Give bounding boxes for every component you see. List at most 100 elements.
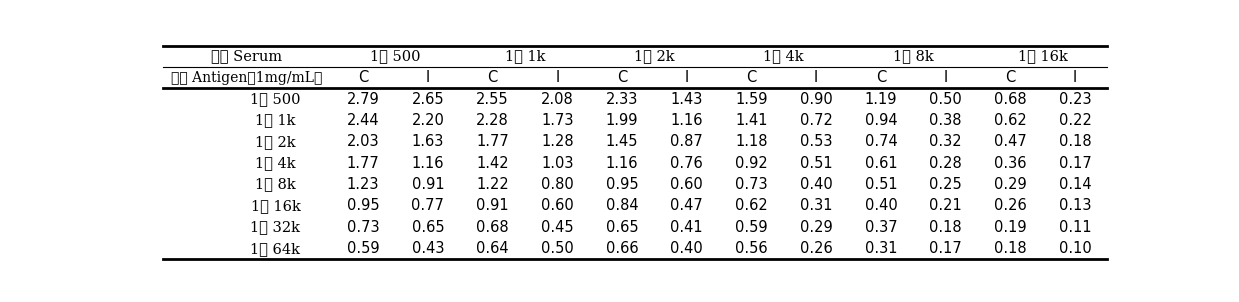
- Text: 2.28: 2.28: [476, 113, 509, 128]
- Text: 0.40: 0.40: [670, 241, 703, 256]
- Text: 1： 32k: 1： 32k: [250, 220, 300, 234]
- Text: 1： 64k: 1： 64k: [250, 242, 300, 256]
- Text: 0.65: 0.65: [411, 220, 444, 235]
- Text: 1.63: 1.63: [411, 134, 444, 149]
- Text: 1.16: 1.16: [670, 113, 703, 128]
- Text: 1： 1k: 1： 1k: [504, 49, 545, 63]
- Text: 1： 4k: 1： 4k: [763, 49, 804, 63]
- Text: 1： 8k: 1： 8k: [893, 49, 934, 63]
- Text: 0.40: 0.40: [865, 198, 897, 214]
- Text: 2.55: 2.55: [476, 92, 509, 107]
- Text: C: C: [358, 70, 368, 85]
- Text: 0.22: 0.22: [1058, 113, 1092, 128]
- Text: 1.77: 1.77: [476, 134, 509, 149]
- Text: 1： 4k: 1： 4k: [255, 156, 296, 170]
- Text: 0.41: 0.41: [670, 220, 703, 235]
- Text: 0.18: 0.18: [1059, 134, 1092, 149]
- Text: 0.68: 0.68: [476, 220, 509, 235]
- Text: 1.16: 1.16: [606, 156, 638, 171]
- Text: I: I: [555, 70, 559, 85]
- Text: 1.73: 1.73: [541, 113, 574, 128]
- Text: 1.19: 1.19: [865, 92, 897, 107]
- Text: 0.51: 0.51: [800, 156, 833, 171]
- Text: 1.28: 1.28: [541, 134, 574, 149]
- Text: C: C: [1005, 70, 1016, 85]
- Text: 2.79: 2.79: [347, 92, 379, 107]
- Text: 1： 16k: 1： 16k: [250, 199, 300, 213]
- Text: 1.23: 1.23: [347, 177, 379, 192]
- Text: 1.18: 1.18: [735, 134, 768, 149]
- Text: 0.18: 0.18: [994, 241, 1027, 256]
- Text: 1： 2k: 1： 2k: [255, 135, 296, 149]
- Text: 0.60: 0.60: [541, 198, 574, 214]
- Text: 0.64: 0.64: [476, 241, 509, 256]
- Text: I: I: [1073, 70, 1077, 85]
- Text: 0.66: 0.66: [606, 241, 638, 256]
- Text: 0.72: 0.72: [799, 113, 833, 128]
- Text: 0.26: 0.26: [800, 241, 833, 256]
- Text: 2.65: 2.65: [411, 92, 444, 107]
- Text: I: I: [685, 70, 689, 85]
- Text: 0.11: 0.11: [1059, 220, 1092, 235]
- Text: 0.74: 0.74: [865, 134, 897, 149]
- Text: 0.19: 0.19: [994, 220, 1027, 235]
- Text: 0.17: 0.17: [929, 241, 961, 256]
- Text: 1.42: 1.42: [476, 156, 509, 171]
- Text: 0.73: 0.73: [735, 177, 768, 192]
- Text: 1.99: 1.99: [606, 113, 638, 128]
- Text: 0.37: 0.37: [865, 220, 897, 235]
- Text: 1： 500: 1： 500: [250, 92, 301, 106]
- Text: C: C: [617, 70, 627, 85]
- Text: 0.60: 0.60: [670, 177, 703, 192]
- Text: I: I: [426, 70, 430, 85]
- Text: 0.92: 0.92: [735, 156, 768, 171]
- Text: 1： 500: 1： 500: [370, 49, 421, 63]
- Text: 1.03: 1.03: [541, 156, 574, 171]
- Text: 0.73: 0.73: [347, 220, 379, 235]
- Text: 0.62: 0.62: [994, 113, 1027, 128]
- Text: 0.65: 0.65: [606, 220, 638, 235]
- Text: 血清 Serum: 血清 Serum: [211, 49, 282, 63]
- Text: 0.84: 0.84: [606, 198, 638, 214]
- Text: 0.50: 0.50: [541, 241, 574, 256]
- Text: 0.21: 0.21: [929, 198, 961, 214]
- Text: 0.18: 0.18: [929, 220, 961, 235]
- Text: 0.31: 0.31: [800, 198, 833, 214]
- Text: I: I: [943, 70, 948, 85]
- Text: 1： 1k: 1： 1k: [255, 114, 296, 127]
- Text: 0.91: 0.91: [411, 177, 444, 192]
- Text: 0.40: 0.40: [800, 177, 833, 192]
- Text: 0.45: 0.45: [541, 220, 574, 235]
- Text: 0.17: 0.17: [1058, 156, 1092, 171]
- Text: 0.94: 0.94: [865, 113, 897, 128]
- Text: 0.56: 0.56: [735, 241, 768, 256]
- Text: 0.29: 0.29: [800, 220, 833, 235]
- Text: C: C: [876, 70, 886, 85]
- Text: 2.08: 2.08: [541, 92, 574, 107]
- Text: 1.41: 1.41: [735, 113, 768, 128]
- Text: 1： 2k: 1： 2k: [634, 49, 675, 63]
- Text: 0.26: 0.26: [994, 198, 1027, 214]
- Text: 0.62: 0.62: [735, 198, 768, 214]
- Text: 0.25: 0.25: [929, 177, 961, 192]
- Text: 1.59: 1.59: [735, 92, 768, 107]
- Text: 0.23: 0.23: [1059, 92, 1092, 107]
- Text: 0.68: 0.68: [994, 92, 1027, 107]
- Text: 0.29: 0.29: [994, 177, 1027, 192]
- Text: 0.31: 0.31: [865, 241, 897, 256]
- Text: 2.20: 2.20: [411, 113, 445, 128]
- Text: 0.47: 0.47: [994, 134, 1027, 149]
- Text: 0.51: 0.51: [865, 177, 897, 192]
- Text: 0.91: 0.91: [476, 198, 509, 214]
- Text: 0.13: 0.13: [1059, 198, 1092, 214]
- Text: 1.16: 1.16: [411, 156, 444, 171]
- Text: 0.53: 0.53: [800, 134, 833, 149]
- Text: 0.32: 0.32: [929, 134, 961, 149]
- Text: 0.95: 0.95: [347, 198, 379, 214]
- Text: 抗原 Antigen（1mg/mL）: 抗原 Antigen（1mg/mL）: [171, 71, 322, 85]
- Text: 1.45: 1.45: [606, 134, 638, 149]
- Text: 0.87: 0.87: [670, 134, 703, 149]
- Text: 0.59: 0.59: [347, 241, 379, 256]
- Text: 0.38: 0.38: [929, 113, 961, 128]
- Text: 0.59: 0.59: [735, 220, 768, 235]
